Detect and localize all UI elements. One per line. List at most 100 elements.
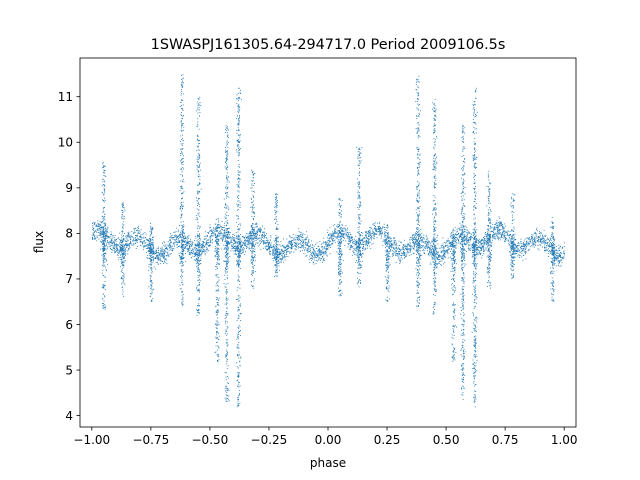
data-point: [104, 258, 106, 259]
data-point: [478, 253, 480, 255]
data-point: [102, 254, 104, 256]
data-point: [103, 217, 105, 219]
data-point: [102, 305, 104, 307]
data-point: [462, 233, 464, 235]
data-point: [482, 246, 484, 248]
data-point: [429, 251, 430, 252]
data-point: [105, 252, 106, 254]
data-point: [267, 239, 269, 241]
data-point: [546, 245, 548, 247]
data-point: [98, 224, 100, 226]
data-point: [502, 227, 503, 229]
data-point: [429, 249, 431, 251]
data-point: [298, 235, 300, 236]
data-point: [371, 239, 372, 241]
data-point: [118, 237, 119, 239]
data-point: [98, 232, 100, 233]
data-point: [163, 252, 165, 254]
data-point: [519, 251, 521, 253]
data-point: [150, 232, 152, 233]
data-point: [546, 242, 548, 244]
data-point: [181, 247, 183, 249]
data-point: [406, 253, 407, 255]
data-point: [114, 252, 115, 254]
data-point: [247, 233, 249, 235]
data-point: [524, 238, 526, 240]
data-point: [525, 243, 527, 245]
data-point: [389, 236, 391, 238]
data-point: [302, 242, 304, 244]
data-point: [545, 250, 547, 251]
data-point: [283, 252, 285, 254]
data-point: [121, 237, 123, 239]
data-point: [207, 245, 209, 247]
data-point: [409, 245, 411, 247]
data-point: [163, 249, 165, 250]
data-point: [180, 159, 182, 161]
data-point: [431, 254, 433, 256]
data-point: [494, 233, 496, 235]
data-point: [138, 226, 139, 228]
data-point: [308, 248, 310, 250]
data-point: [395, 241, 397, 243]
data-point: [344, 245, 346, 246]
data-point: [285, 249, 287, 251]
data-point: [269, 253, 271, 255]
data-point: [125, 247, 126, 249]
data-point: [402, 246, 404, 248]
data-point: [273, 251, 275, 253]
data-point: [121, 234, 123, 236]
data-point: [279, 258, 281, 260]
data-point: [306, 250, 308, 251]
data-point: [487, 240, 488, 241]
data-point: [293, 251, 295, 253]
data-point: [107, 246, 108, 248]
data-point: [352, 239, 353, 240]
data-point: [191, 253, 193, 255]
data-point: [443, 255, 445, 257]
data-point: [263, 242, 265, 243]
data-point: [426, 243, 427, 245]
data-point: [98, 223, 99, 225]
data-point: [252, 233, 254, 235]
data-point: [446, 241, 448, 242]
data-point: [104, 284, 106, 286]
data-point: [235, 253, 237, 255]
data-point: [248, 235, 250, 237]
data-point: [307, 247, 309, 249]
data-point: [427, 247, 429, 248]
data-point: [292, 234, 294, 236]
data-point: [103, 201, 105, 203]
data-point: [466, 239, 468, 241]
data-point: [548, 251, 550, 253]
data-point: [257, 245, 259, 247]
data-point: [314, 252, 316, 254]
data-point: [480, 243, 482, 245]
data-point: [498, 226, 500, 228]
data-point: [399, 263, 401, 264]
data-point: [513, 254, 515, 256]
data-point: [263, 231, 265, 233]
data-point: [181, 227, 183, 229]
data-point: [247, 236, 249, 237]
data-point: [449, 236, 451, 238]
data-point: [240, 249, 242, 250]
data-point: [301, 241, 302, 242]
data-point: [441, 251, 443, 253]
data-point: [151, 254, 153, 256]
data-point: [485, 247, 487, 249]
data-point: [438, 251, 440, 253]
data-point: [362, 253, 364, 255]
data-point: [102, 243, 104, 244]
data-point: [387, 249, 388, 251]
data-point: [191, 243, 193, 245]
data-point: [122, 253, 123, 254]
data-point: [327, 244, 329, 246]
data-point: [128, 236, 130, 237]
data-point: [419, 244, 420, 245]
data-point: [375, 233, 377, 235]
data-point: [182, 244, 184, 245]
data-point: [196, 263, 198, 265]
data-point: [180, 186, 181, 188]
data-point: [435, 248, 436, 249]
